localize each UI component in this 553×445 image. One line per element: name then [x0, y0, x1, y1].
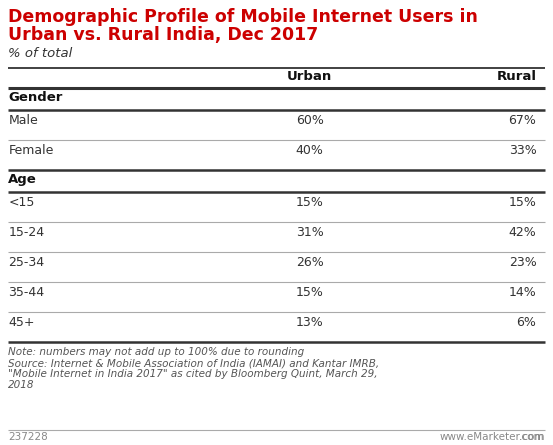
- Text: 25-34: 25-34: [8, 256, 44, 269]
- Text: 6%: 6%: [517, 316, 536, 329]
- Text: 35-44: 35-44: [8, 286, 44, 299]
- Text: 33%: 33%: [509, 144, 536, 157]
- Text: 237228: 237228: [8, 432, 48, 442]
- Text: "Mobile Internet in India 2017" as cited by Bloomberg Quint, March 29,: "Mobile Internet in India 2017" as cited…: [8, 369, 378, 379]
- Text: Gender: Gender: [8, 91, 62, 104]
- Text: 15%: 15%: [296, 286, 324, 299]
- Text: 2018: 2018: [8, 380, 35, 390]
- Text: 13%: 13%: [296, 316, 324, 329]
- Text: 60%: 60%: [296, 114, 324, 127]
- Text: .com: .com: [519, 432, 545, 442]
- Text: 26%: 26%: [296, 256, 324, 269]
- Text: 14%: 14%: [509, 286, 536, 299]
- Text: 15-24: 15-24: [8, 226, 44, 239]
- Text: Note: numbers may not add up to 100% due to rounding: Note: numbers may not add up to 100% due…: [8, 347, 305, 357]
- Text: Female: Female: [8, 144, 54, 157]
- Text: Urban: Urban: [287, 70, 332, 83]
- Text: Source: Internet & Mobile Association of India (IAMAI) and Kantar IMRB,: Source: Internet & Mobile Association of…: [8, 358, 379, 368]
- Text: % of total: % of total: [8, 47, 72, 60]
- Text: <15: <15: [8, 196, 35, 209]
- Text: 45+: 45+: [8, 316, 35, 329]
- Text: 15%: 15%: [296, 196, 324, 209]
- Text: Rural: Rural: [497, 70, 536, 83]
- Text: 15%: 15%: [509, 196, 536, 209]
- Text: 42%: 42%: [509, 226, 536, 239]
- Text: Demographic Profile of Mobile Internet Users in: Demographic Profile of Mobile Internet U…: [8, 8, 478, 26]
- Text: Age: Age: [8, 173, 37, 186]
- Text: Urban vs. Rural India, Dec 2017: Urban vs. Rural India, Dec 2017: [8, 26, 319, 44]
- Text: 67%: 67%: [509, 114, 536, 127]
- Text: 40%: 40%: [296, 144, 324, 157]
- Text: www.eMarketer.com: www.eMarketer.com: [439, 432, 545, 442]
- Text: 31%: 31%: [296, 226, 324, 239]
- Text: Male: Male: [8, 114, 38, 127]
- Text: 23%: 23%: [509, 256, 536, 269]
